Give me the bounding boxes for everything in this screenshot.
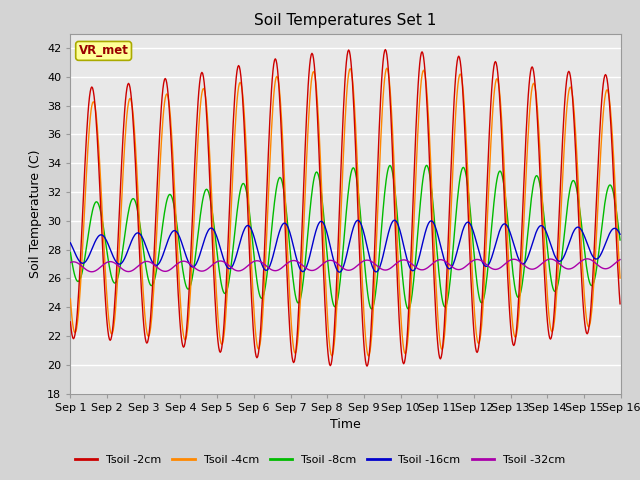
Text: VR_met: VR_met	[79, 44, 129, 58]
X-axis label: Time: Time	[330, 418, 361, 431]
Title: Soil Temperatures Set 1: Soil Temperatures Set 1	[255, 13, 436, 28]
Y-axis label: Soil Temperature (C): Soil Temperature (C)	[29, 149, 42, 278]
Legend: Tsoil -2cm, Tsoil -4cm, Tsoil -8cm, Tsoil -16cm, Tsoil -32cm: Tsoil -2cm, Tsoil -4cm, Tsoil -8cm, Tsoi…	[70, 451, 570, 469]
